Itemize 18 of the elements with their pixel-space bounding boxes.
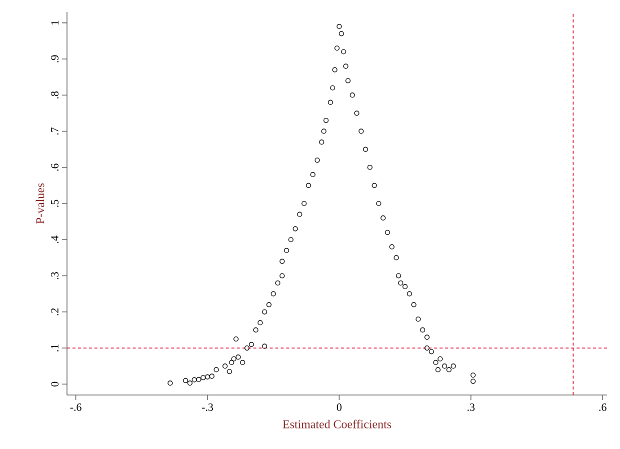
x-tick-label: -.6 bbox=[70, 404, 82, 411]
x-axis-title: Estimated Coefficients bbox=[282, 420, 392, 428]
y-tick-label: 1 bbox=[51, 20, 58, 25]
y-tick-label: .5 bbox=[51, 200, 58, 207]
y-tick-label: .1 bbox=[51, 344, 58, 352]
y-tick-label: .7 bbox=[51, 127, 58, 135]
x-tick-label: .6 bbox=[599, 404, 606, 411]
x-tick-label: 0 bbox=[336, 404, 342, 411]
y-tick-label: .4 bbox=[51, 236, 58, 244]
x-tick-label: .3 bbox=[468, 404, 475, 411]
y-tick-label: .6 bbox=[51, 164, 58, 171]
x-tick-label: -.3 bbox=[202, 404, 213, 411]
y-tick-label: .8 bbox=[51, 91, 58, 98]
y-tick-label: .9 bbox=[51, 55, 58, 62]
y-tick-label: 0 bbox=[51, 382, 58, 386]
y-axis-title: P-values bbox=[36, 183, 44, 224]
y-tick-label: .2 bbox=[51, 308, 58, 316]
y-tick-label: .3 bbox=[51, 272, 58, 280]
